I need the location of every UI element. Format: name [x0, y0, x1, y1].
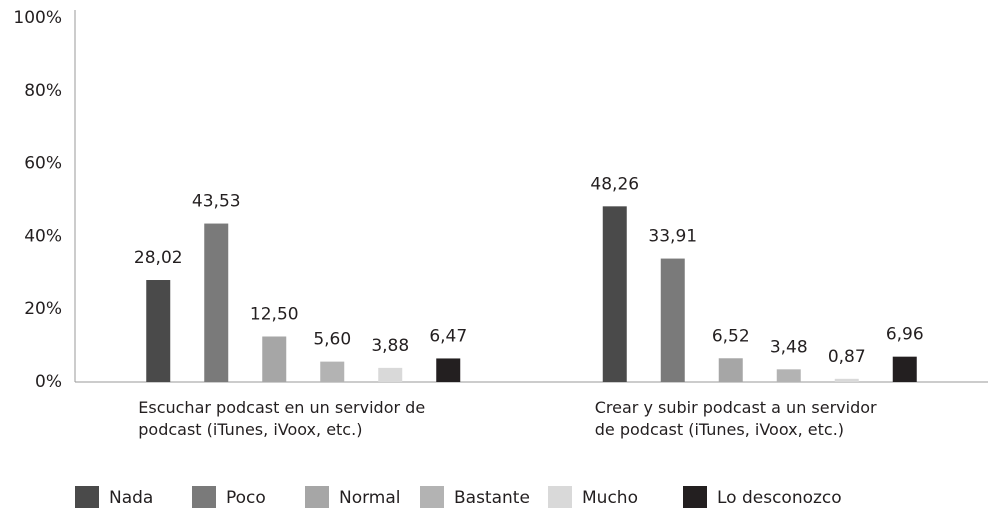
legend-label: Bastante [454, 488, 530, 508]
legend-swatch [305, 486, 329, 508]
data-label: 3,88 [371, 336, 409, 356]
bar [602, 206, 627, 382]
y-tick-label: 80% [24, 81, 62, 101]
y-tick-label: 100% [13, 8, 62, 28]
bar [146, 280, 171, 382]
y-tick-label: 60% [24, 154, 62, 174]
x-tick-label: Crear y subir podcast a un servidor de p… [594, 398, 877, 439]
legend-label: Poco [226, 488, 266, 508]
x-tick-label: Escuchar podcast en un servidor de podca… [138, 398, 426, 439]
bar [892, 356, 917, 382]
bar [718, 358, 743, 382]
bar [834, 378, 859, 382]
legend-label: Nada [109, 488, 153, 508]
legend-label: Normal [339, 488, 401, 508]
legend-swatch [75, 486, 99, 508]
legend-swatch [420, 486, 444, 508]
data-label: 3,48 [770, 337, 808, 357]
bar [262, 336, 287, 382]
y-tick-label: 40% [24, 226, 62, 246]
y-tick-label: 0% [35, 372, 62, 392]
legend-label: Mucho [582, 488, 638, 508]
bar [436, 358, 461, 382]
data-label: 6,47 [429, 326, 467, 346]
data-label: 6,52 [712, 326, 750, 346]
legend-swatch [192, 486, 216, 508]
data-label: 48,26 [590, 174, 639, 194]
y-tick-label: 20% [24, 299, 62, 319]
bar [776, 369, 801, 382]
data-label: 33,91 [648, 227, 697, 247]
data-label: 43,53 [192, 192, 241, 212]
bar [204, 223, 229, 382]
data-label: 5,60 [313, 330, 351, 350]
bar [320, 361, 345, 382]
bar [660, 258, 685, 382]
legend-swatch [548, 486, 572, 508]
data-label: 28,02 [134, 248, 183, 268]
legend-label: Lo desconozco [717, 488, 842, 508]
bar [378, 367, 403, 382]
legend-swatch [683, 486, 707, 508]
data-label: 0,87 [828, 347, 866, 367]
data-label: 12,50 [250, 305, 299, 325]
data-label: 6,96 [886, 325, 924, 345]
